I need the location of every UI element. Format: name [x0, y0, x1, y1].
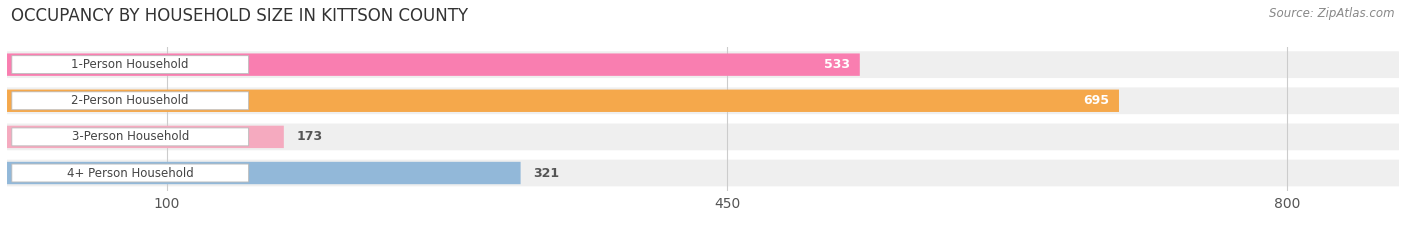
Text: 173: 173: [297, 130, 323, 143]
FancyBboxPatch shape: [7, 123, 1399, 150]
FancyBboxPatch shape: [11, 164, 249, 182]
FancyBboxPatch shape: [7, 53, 860, 76]
Text: 321: 321: [533, 167, 560, 179]
Text: 4+ Person Household: 4+ Person Household: [67, 167, 194, 179]
Text: 533: 533: [824, 58, 851, 71]
FancyBboxPatch shape: [11, 92, 249, 110]
FancyBboxPatch shape: [11, 56, 249, 74]
FancyBboxPatch shape: [7, 126, 284, 148]
Text: Source: ZipAtlas.com: Source: ZipAtlas.com: [1270, 7, 1395, 20]
FancyBboxPatch shape: [11, 128, 249, 146]
Text: 1-Person Household: 1-Person Household: [72, 58, 188, 71]
FancyBboxPatch shape: [7, 89, 1119, 112]
FancyBboxPatch shape: [7, 160, 1399, 186]
Text: 3-Person Household: 3-Person Household: [72, 130, 188, 143]
FancyBboxPatch shape: [7, 51, 1399, 78]
FancyBboxPatch shape: [7, 162, 520, 184]
Text: OCCUPANCY BY HOUSEHOLD SIZE IN KITTSON COUNTY: OCCUPANCY BY HOUSEHOLD SIZE IN KITTSON C…: [11, 7, 468, 25]
Text: 695: 695: [1084, 94, 1109, 107]
FancyBboxPatch shape: [7, 87, 1399, 114]
Text: 2-Person Household: 2-Person Household: [72, 94, 188, 107]
